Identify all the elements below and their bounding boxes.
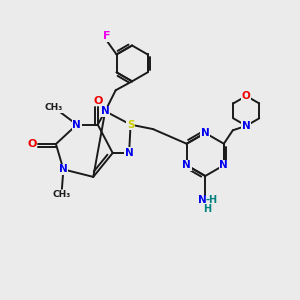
Text: N: N [101,106,110,116]
Text: N: N [220,160,228,170]
Text: CH₃: CH₃ [53,190,71,199]
Text: N: N [201,128,210,138]
Text: F: F [103,31,111,41]
Text: N: N [59,164,68,174]
Text: S: S [127,120,134,130]
Text: N: N [73,120,81,130]
Text: N: N [199,195,207,205]
Text: N: N [125,148,134,158]
Text: H: H [204,204,212,214]
Text: O: O [93,96,102,106]
Text: CH₃: CH₃ [44,103,63,112]
Text: -H: -H [206,195,218,205]
Text: N: N [182,160,191,170]
Text: O: O [27,139,37,149]
Text: N: N [242,121,250,131]
Text: O: O [242,91,250,101]
